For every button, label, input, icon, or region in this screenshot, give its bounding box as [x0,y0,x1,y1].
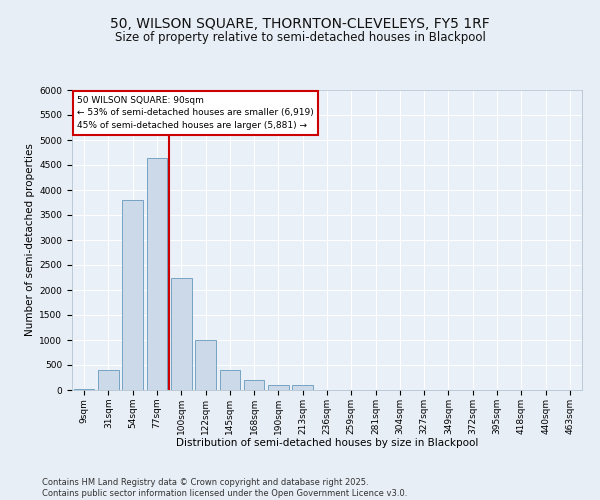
Text: 50, WILSON SQUARE, THORNTON-CLEVELEYS, FY5 1RF: 50, WILSON SQUARE, THORNTON-CLEVELEYS, F… [110,18,490,32]
Bar [220,370,240,390]
Bar [98,370,119,390]
Bar [74,389,94,390]
Bar [171,278,191,390]
Y-axis label: Number of semi-detached properties: Number of semi-detached properties [25,144,35,336]
Bar [195,340,216,390]
Text: Size of property relative to semi-detached houses in Blackpool: Size of property relative to semi-detach… [115,31,485,44]
Bar [146,158,167,390]
Bar [244,380,265,390]
Bar [122,200,143,390]
X-axis label: Distribution of semi-detached houses by size in Blackpool: Distribution of semi-detached houses by … [176,438,478,448]
Bar [268,385,289,390]
Bar [292,385,313,390]
Text: 50 WILSON SQUARE: 90sqm
← 53% of semi-detached houses are smaller (6,919)
45% of: 50 WILSON SQUARE: 90sqm ← 53% of semi-de… [77,96,314,130]
Text: Contains HM Land Registry data © Crown copyright and database right 2025.
Contai: Contains HM Land Registry data © Crown c… [42,478,407,498]
